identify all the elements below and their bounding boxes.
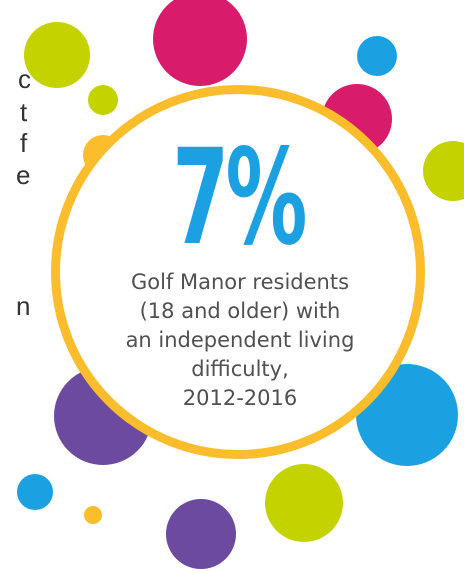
stat-caption: Golf Manor residents (18 and older) with…: [101, 268, 379, 413]
purple-bubble: [166, 499, 236, 569]
stat-value: 7%: [172, 121, 307, 275]
stat-circle: [51, 85, 425, 459]
yellow-bubble: [84, 506, 102, 524]
caption-line: 2012-2016: [182, 386, 298, 410]
caption-line: Golf Manor residents: [130, 270, 350, 294]
lime-bubble: [88, 85, 118, 115]
blue-bubble: [17, 474, 53, 510]
lime-bubble: [423, 141, 464, 201]
magenta-bubble: [153, 0, 247, 86]
caption-line: an independent living: [125, 328, 355, 352]
lime-bubble: [24, 22, 90, 88]
lime-bubble: [265, 464, 343, 542]
caption-line: (18 and older) with: [139, 299, 341, 323]
caption-line: difficulty,: [191, 357, 289, 381]
blue-bubble: [357, 36, 397, 76]
